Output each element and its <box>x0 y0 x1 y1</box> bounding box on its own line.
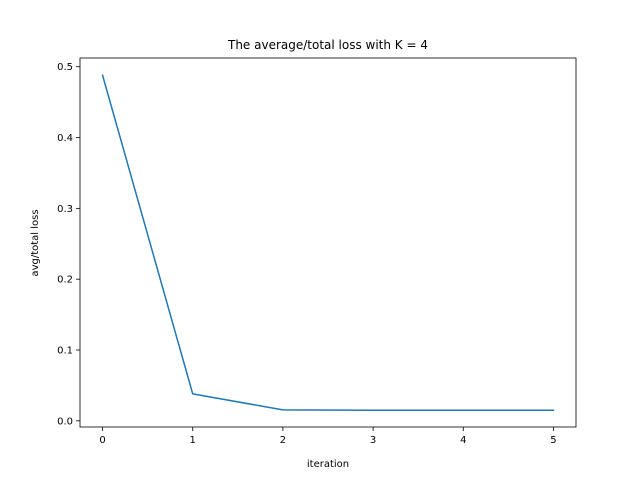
x-tick-label: 1 <box>190 435 196 446</box>
y-tick-label: 0.5 <box>57 62 73 73</box>
x-tick-label: 2 <box>280 435 286 446</box>
y-axis: 0.0 0.1 0.2 0.3 0.4 0.5 <box>57 62 80 427</box>
series-layer <box>101 74 555 411</box>
y-tick-label: 0.4 <box>57 133 73 144</box>
x-axis-title: iteration <box>307 459 349 470</box>
series-line-0 <box>101 74 555 411</box>
x-tick-label: 4 <box>460 435 466 446</box>
x-tick-label: 5 <box>550 435 556 446</box>
x-tick-label: 0 <box>99 435 105 446</box>
plot-frame <box>79 57 577 428</box>
plot-area <box>79 57 577 428</box>
y-tick-label: 0.2 <box>57 275 73 286</box>
y-axis-title: avg/total loss <box>30 209 41 276</box>
y-tick-label: 0.1 <box>57 346 73 357</box>
chart-title: The average/total loss with K = 4 <box>227 38 428 52</box>
x-tick-label: 3 <box>370 435 376 446</box>
x-axis: 0 1 2 3 4 5 <box>99 427 557 446</box>
y-tick-label: 0.3 <box>57 204 73 215</box>
y-tick-label: 0.0 <box>57 416 73 427</box>
